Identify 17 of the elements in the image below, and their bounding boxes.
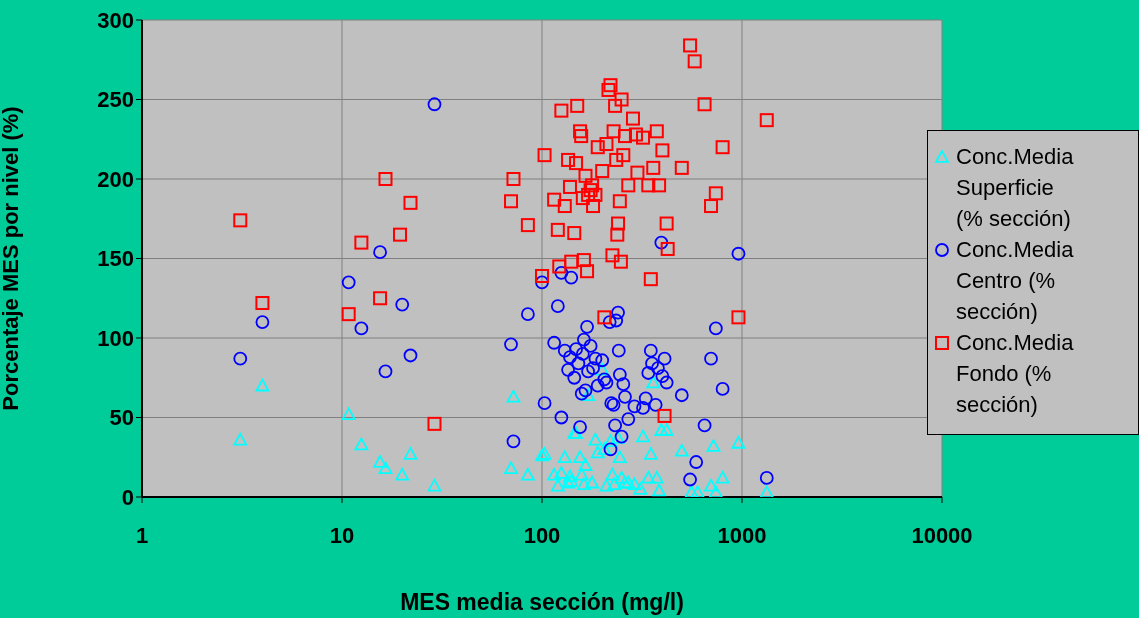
y-tick-label: 0 [121,484,134,510]
y-tick-label: 150 [97,246,134,272]
x-tick-label: 1000 [717,522,767,548]
x-tick-label: 1 [135,522,149,548]
legend-label: Conc.Media Superficie (% sección) [956,143,1075,233]
y-tick-label: 250 [97,87,134,113]
x-tick-label: 10000 [911,522,973,548]
y-tick-label: 200 [97,166,134,192]
y-tick-label: 50 [109,405,134,431]
x-tick-label: 100 [523,522,561,548]
legend-label: Conc.Media Centro (% sección) [956,236,1075,326]
legend-label: Conc.Media Fondo (% sección) [956,329,1075,419]
y-tick-label: 300 [97,7,134,33]
y-axis-title: Porcentaje MES por nivel (%) [0,106,23,411]
x-axis-title: MES media sección (mg/l) [400,589,684,615]
x-tick-label: 10 [329,522,355,548]
y-tick-label: 100 [97,325,134,351]
